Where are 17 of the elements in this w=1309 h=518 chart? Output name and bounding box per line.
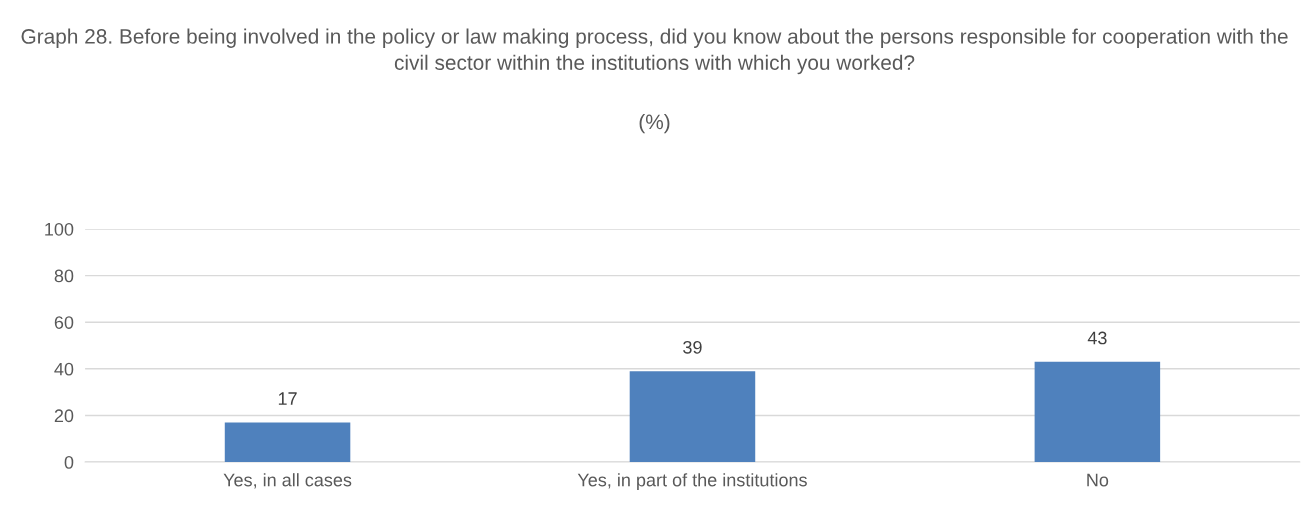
data-label: 43 [1087, 331, 1107, 345]
y-tick-label: 20 [54, 409, 74, 423]
chart-title: Graph 28. Before being involved in the policy or law making process, did you know about the persons responsible for cooperation with the civil sector within the institutions with which you worked? [21, 28, 1288, 75]
bar [1034, 361, 1161, 463]
y-tick-label: 0 [64, 455, 74, 469]
bar [629, 371, 756, 463]
x-tick-label: Yes, in part of the institutions [577, 473, 807, 490]
chart-subtitle: (%) [639, 113, 670, 134]
x-tick-label: No [1087, 473, 1109, 487]
y-tick-label: 80 [54, 269, 74, 283]
y-tick-label: 60 [54, 316, 74, 329]
y-tick-label: 40 [54, 362, 74, 376]
x-tick-label: Yes, in all cases [223, 473, 352, 489]
data-label: 17 [278, 392, 297, 405]
y-tick-label: 100 [45, 222, 74, 236]
bar [224, 422, 351, 463]
data-label: 39 [683, 340, 702, 354]
